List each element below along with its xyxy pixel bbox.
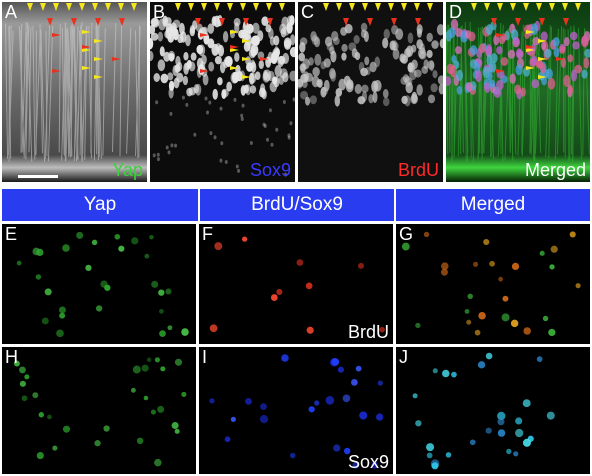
header-divider (198, 189, 200, 221)
header-divider (394, 189, 396, 221)
scale-bar (18, 175, 58, 178)
panel-label-h: H (5, 347, 18, 367)
panel-label-d: D (449, 2, 462, 22)
panel-label-a: A (5, 2, 18, 22)
panel-i-sox9: I Sox9 (199, 347, 393, 474)
panel-d-merged: D Merged (446, 2, 590, 182)
panel-b-image (150, 2, 295, 182)
panel-a-yap: A Yap (2, 2, 147, 182)
channel-label-i-sox9: Sox9 (347, 452, 389, 472)
panel-e-yap: E (2, 224, 196, 344)
channel-label-yap: Yap (112, 160, 143, 180)
panel-f-brdu: F BrdU (199, 224, 393, 344)
panel-c-image (298, 2, 443, 182)
panel-a-image (2, 2, 147, 182)
panel-g-merged: G (396, 224, 590, 344)
panel-label-c: C (301, 2, 314, 22)
panel-i-image (209, 354, 384, 469)
panel-h-image (13, 357, 187, 467)
panel-c-brdu: C BrdU (298, 2, 443, 182)
panel-label-j: J (399, 347, 408, 367)
panel-j-image (412, 352, 555, 470)
panel-label-b: B (153, 2, 166, 22)
panel-j-merged: J (396, 347, 590, 474)
panel-b-sox9: B Sox9 (150, 2, 295, 182)
channel-label-sox9: Sox9 (249, 160, 291, 180)
panel-e-image (16, 231, 189, 338)
channel-label-f-brdu: BrdU (347, 322, 389, 342)
channel-label-brdu: BrdU (397, 160, 439, 180)
panel-f-image (209, 236, 385, 334)
panel-d-image (446, 2, 590, 182)
panel-label-e: E (5, 224, 18, 244)
header-brdu-sox9: BrdU/Sox9 (251, 194, 343, 215)
header-band: Yap BrdU/Sox9 Merged (2, 189, 590, 221)
header-merged: Merged (460, 194, 526, 215)
channel-label-merged: Merged (524, 160, 586, 180)
header-yap: Yap (83, 194, 117, 215)
arrow-overlay (27, 3, 581, 79)
panel-g-image (401, 231, 581, 337)
panel-label-g: G (399, 224, 414, 244)
panel-h-yap: H (2, 347, 196, 474)
panel-label-i: I (202, 347, 208, 367)
panel-label-f: F (202, 224, 213, 244)
